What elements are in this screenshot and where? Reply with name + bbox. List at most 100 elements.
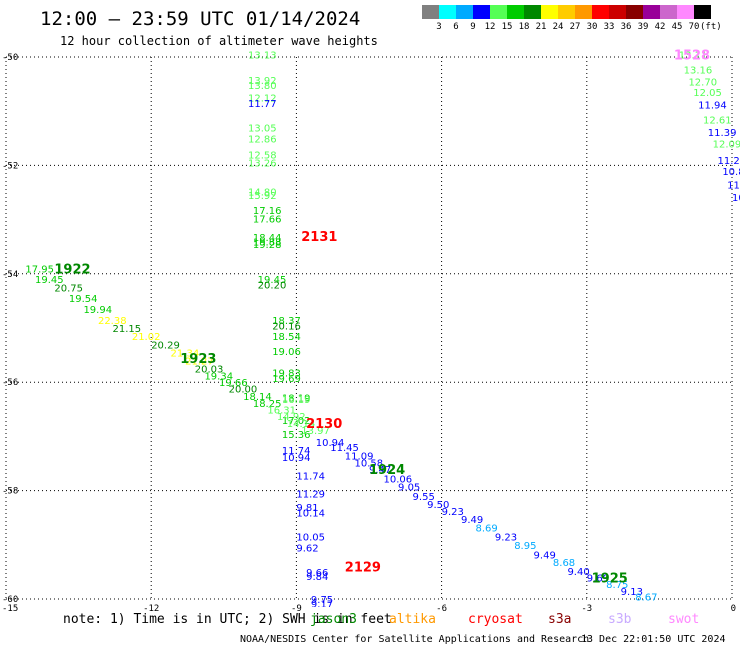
wave-height-point: 10.94 [282,453,311,464]
legend-level-label: 9 [470,22,476,32]
wave-height-point: 19.66 [219,378,248,389]
wave-height-point: 12.70 [688,77,717,88]
legend-level-label: 70 [688,22,700,32]
wave-height-point: 12.05 [693,88,722,99]
wave-height-point: 17.95 [25,264,54,275]
wave-height-point: 9.40 [567,567,589,578]
wave-height-point: 12.12 [248,94,277,105]
track-pass-label: 1924 [369,463,405,478]
legend-swatch [507,5,524,19]
wave-height-point: 9.62 [296,544,318,555]
wave-height-point: 13.13 [248,50,277,61]
legend-swatch [490,5,507,19]
track-pass-label: 2129 [345,560,381,575]
y-tick-label: -54 [2,270,18,280]
legend-swatch [592,5,609,19]
legend-level-label: 24 [552,22,564,32]
wave-height-point: 9.17 [311,599,333,610]
wave-height-point: 19.28 [253,240,282,251]
wave-height-point: 21.27 [185,357,214,368]
satellite-altika: altika [389,612,436,627]
wave-height-point: 11.74 [296,471,325,482]
legend-level-label: 21 [535,22,547,32]
legend-level-label: 45 [671,22,683,32]
credit-line: NOAA/NESDIS Center for Satellite Applica… [240,634,590,645]
y-tick-label: -50 [2,53,18,63]
x-tick-label: 0 [731,604,736,614]
y-tick-label: -52 [2,161,18,171]
wave-height-point: 9.13 [621,587,643,598]
wave-height-point: 16.31 [267,405,296,416]
legend-swatch [694,5,711,19]
wave-height-point: 10.05 [296,533,325,544]
satellite-legend: jason3 altika cryosat s3a s3b swot [0,612,740,630]
legend-swatch [456,5,473,19]
legend-level-label: 27 [569,22,581,32]
wave-height-point: 9.50 [427,500,449,511]
wave-height-point: 12.09 [713,140,740,151]
wave-height-point: 9.66 [306,568,328,579]
wave-height-point: 20.20 [258,281,287,292]
legend-swatch [439,5,456,19]
wave-height-point: 18.19 [282,393,311,404]
wave-height-point: 11.29 [296,489,325,500]
y-tick-label: -56 [2,378,18,388]
wave-height-point: 17.16 [253,206,282,217]
wave-height-point: 13.26 [248,159,277,170]
wave-height-point: 18.44 [253,233,282,244]
wave-height-point: 9.05 [398,482,420,493]
wave-height-point: 18.37 [272,316,301,327]
satellite-swot: swot [668,612,700,627]
legend-swatch [626,5,643,19]
wave-height-point: 19.45 [258,275,287,286]
legend-swatch [643,5,660,19]
wave-height-point: 12.58 [248,151,277,162]
legend-swatch [541,5,558,19]
y-tick-label: -60 [2,595,18,605]
x-tick-label: -12 [143,604,159,614]
wave-height-point: 13.92 [248,76,277,87]
wave-height-point: 19.94 [83,305,112,316]
wave-height-point: 21.15 [112,324,141,335]
wave-height-point: 9.23 [495,533,517,544]
wave-height-point: 11.77 [248,99,277,110]
wave-height-point: 19.88 [253,237,282,248]
wave-height-point: 20.75 [54,283,83,294]
wave-height-point: 18.25 [253,399,282,410]
legend-swatch [524,5,541,19]
wave-height-point: 8.95 [514,541,536,552]
legend-level-label: 39 [637,22,649,32]
wave-height-point: 17.66 [253,215,282,226]
legend-swatch [660,5,677,19]
wave-height-point: 20.29 [151,340,180,351]
wave-height-point: 17.02 [282,416,311,427]
y-tick-label: -58 [2,487,18,497]
wave-height-point: 19.06 [272,347,301,358]
legend-swatch [558,5,575,19]
track-pass-label: 2130 [306,417,342,432]
wave-height-point: 13.16 [684,65,713,76]
wave-height-point: 8.68 [553,558,575,569]
legend-level-label: 12 [484,22,496,32]
legend-level-label: 36 [620,22,632,32]
legend-unit-label: (ft) [700,22,722,32]
wave-height-point: 9.75 [311,595,333,606]
wave-height-point: 19.45 [35,275,64,286]
wave-height-point: 10.58 [354,458,383,469]
wave-height-point: 8.69 [475,523,497,534]
wave-height-point: 9.49 [534,551,556,562]
legend-level-label: 18 [518,22,530,32]
wave-height-point: 11.25 [717,156,740,167]
chart-subtitle: 12 hour collection of altimeter wave hei… [60,34,378,48]
wave-height-point: 10.14 [296,508,325,519]
legend-level-label: 6 [453,22,459,32]
legend-level-label: 3 [436,22,442,32]
wave-height-point: 11.74 [282,446,311,457]
satellite-cryosat: cryosat [468,612,523,627]
wave-height-point: 9.49 [461,515,483,526]
legend-swatch [422,5,439,19]
wave-height-point: 20.16 [272,321,301,332]
x-tick-label: -9 [291,604,302,614]
wave-height-point: 9.55 [413,492,435,503]
